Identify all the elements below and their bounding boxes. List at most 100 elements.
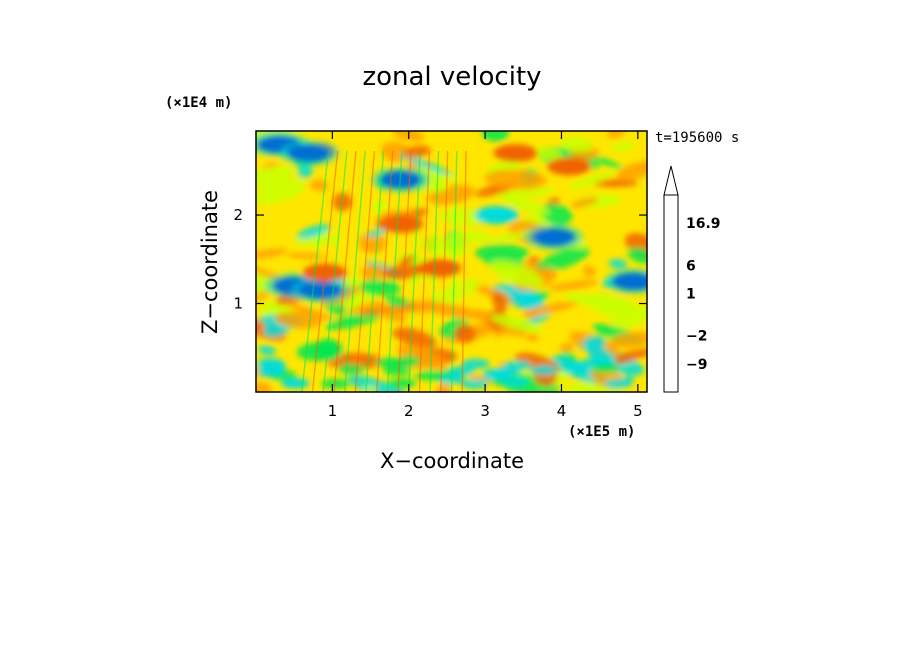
field-blob bbox=[447, 366, 476, 377]
field-blob bbox=[461, 358, 490, 369]
field-blob bbox=[337, 363, 366, 374]
field-blob bbox=[617, 161, 647, 181]
field-blob bbox=[287, 252, 326, 260]
wave-stripe bbox=[450, 150, 458, 392]
wave-stripe bbox=[343, 150, 366, 392]
field-blob bbox=[492, 291, 507, 313]
plot-frame bbox=[255, 130, 648, 393]
field-region-halo-5 bbox=[604, 268, 647, 295]
field-blob bbox=[257, 367, 286, 378]
field-blob bbox=[383, 365, 412, 376]
wave-stripe bbox=[386, 150, 403, 392]
field-blob bbox=[584, 345, 616, 363]
wave-stripe bbox=[440, 150, 449, 392]
field-blob bbox=[313, 338, 343, 361]
field-blob bbox=[388, 378, 417, 389]
field-blob bbox=[484, 169, 547, 190]
x-tick-label: 3 bbox=[480, 402, 490, 420]
field-blob bbox=[454, 324, 476, 344]
field-blob bbox=[521, 301, 578, 316]
y-axis: 12 bbox=[233, 206, 647, 313]
x-axis-label: X−coordinate bbox=[380, 449, 524, 473]
field-blob bbox=[592, 178, 638, 188]
field-blob bbox=[258, 345, 276, 356]
field-region-positive_high-9 bbox=[417, 259, 462, 278]
field-blob bbox=[588, 154, 624, 170]
colorbar-frame bbox=[663, 194, 679, 393]
field-blob bbox=[568, 171, 615, 190]
field-region-halo-2 bbox=[371, 166, 432, 193]
field-blob bbox=[256, 358, 285, 369]
colorbar-extend-arrow bbox=[663, 165, 679, 196]
field-blob bbox=[526, 333, 540, 342]
field-blob bbox=[560, 342, 575, 353]
colorbar-tick-label: 1 bbox=[686, 287, 696, 303]
x-axis: 1 2 3 4 5 bbox=[328, 131, 643, 420]
field-blob bbox=[540, 203, 573, 225]
wave-stripe bbox=[397, 150, 412, 392]
wave-stripe bbox=[461, 150, 467, 392]
field-blob bbox=[609, 331, 647, 349]
y-axis-label: Z−coordinate bbox=[198, 190, 222, 334]
field-blob bbox=[530, 365, 558, 376]
field-blob bbox=[535, 247, 590, 272]
y-tick-label: 1 bbox=[233, 295, 243, 313]
field-blob bbox=[604, 378, 633, 389]
field-blob bbox=[583, 265, 596, 278]
field-blob bbox=[256, 382, 272, 392]
field-blob bbox=[332, 192, 353, 212]
field-blob bbox=[502, 196, 550, 215]
field-blob bbox=[398, 255, 416, 265]
field-region-halo-1 bbox=[279, 140, 340, 167]
field-blob bbox=[415, 370, 443, 381]
field-region-halo-7 bbox=[290, 277, 351, 304]
field-blob bbox=[481, 370, 510, 381]
wave-stripe bbox=[311, 150, 339, 392]
field-blob bbox=[548, 279, 599, 291]
field-blob bbox=[448, 230, 492, 243]
x-tick-label: 2 bbox=[404, 402, 414, 420]
field-blob bbox=[460, 378, 489, 389]
field-blob bbox=[256, 178, 306, 205]
time-label: t=195600 s bbox=[655, 130, 739, 146]
x-tick-label: 1 bbox=[328, 402, 338, 420]
field-blob bbox=[496, 187, 554, 199]
chart-title: zonal velocity bbox=[362, 62, 541, 92]
field-blob bbox=[324, 311, 382, 330]
colorbar-tick-label: −9 bbox=[686, 357, 707, 373]
colorbar-tick-label: 6 bbox=[686, 258, 696, 274]
field-blob bbox=[358, 279, 401, 296]
field-blob bbox=[296, 224, 331, 239]
field-blob bbox=[297, 164, 313, 179]
wave-stripe bbox=[429, 150, 440, 392]
field-blob bbox=[392, 327, 437, 348]
field-region-halo-4 bbox=[523, 224, 584, 251]
x-tick-label: 5 bbox=[633, 402, 643, 420]
wave-stripe bbox=[333, 150, 357, 392]
wave-stripe bbox=[322, 150, 348, 392]
field-blob bbox=[487, 231, 532, 242]
field-blob bbox=[396, 344, 448, 370]
colorbar-tick-label: −2 bbox=[686, 329, 707, 345]
field-blob bbox=[489, 314, 544, 333]
field-blob bbox=[256, 248, 288, 259]
field-blob bbox=[310, 179, 329, 192]
field-blob bbox=[591, 363, 620, 374]
field-blob bbox=[469, 374, 498, 384]
wave-stripe bbox=[301, 150, 330, 392]
field-blob bbox=[347, 375, 409, 392]
field-region-positive_high-10 bbox=[379, 214, 424, 233]
field-blob bbox=[418, 236, 470, 257]
field-region-positive_high-12 bbox=[493, 144, 538, 163]
field-blob bbox=[435, 384, 452, 392]
field-blob bbox=[358, 232, 387, 254]
field-blob bbox=[436, 374, 465, 385]
y-axis-unit: (×1E4 m) bbox=[165, 95, 232, 111]
wave-stripe bbox=[365, 150, 385, 392]
field-blob bbox=[608, 259, 628, 269]
colorbar-tick-label: 16.9 bbox=[686, 216, 721, 232]
wave-stripe bbox=[408, 150, 421, 392]
field-blob bbox=[365, 228, 388, 237]
field-blob bbox=[400, 154, 453, 176]
